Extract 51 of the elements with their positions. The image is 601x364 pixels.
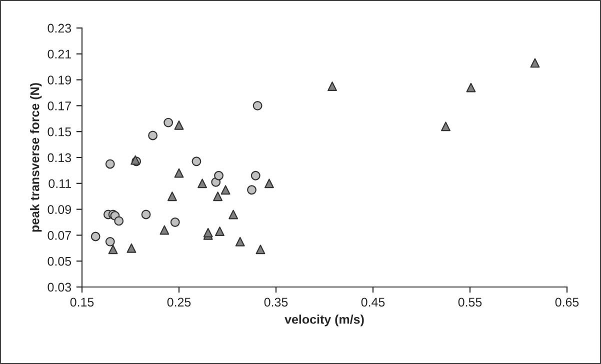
y-tick-label: 0.19 [48, 76, 71, 84]
point [167, 192, 177, 202]
point [252, 100, 262, 110]
point [126, 243, 136, 253]
y-tick-label: 0.11 [48, 179, 71, 188]
y-tick-label: 0.15 [48, 127, 72, 136]
point [215, 226, 224, 236]
point [466, 82, 476, 92]
point [213, 192, 223, 202]
point [148, 130, 158, 140]
y-tick-label: 0.07 [48, 231, 71, 240]
point [228, 210, 238, 220]
x-tick-label: 0.35 [264, 298, 288, 307]
y-tick-label: 0.13 [48, 153, 72, 162]
point [235, 236, 245, 246]
point [220, 185, 230, 195]
x-tick-label: 0.25 [167, 298, 191, 307]
point [264, 178, 274, 188]
point [105, 236, 115, 246]
point [141, 210, 151, 220]
y-tick-label: 0.03 [48, 282, 72, 292]
point [160, 225, 170, 235]
x-tick-label: 0.65 [555, 298, 579, 307]
point [105, 159, 115, 169]
point [247, 185, 256, 195]
y-tick-label: 0.05 [48, 256, 72, 266]
y-tick-label: 0.23 [48, 24, 72, 33]
point [114, 216, 124, 226]
x-tick-label: 0.45 [361, 298, 385, 307]
point [192, 156, 202, 166]
point [256, 244, 266, 254]
x-tick-label: 0.55 [458, 298, 482, 307]
point [164, 118, 174, 128]
point [530, 58, 540, 68]
y-axis-title: peak transverse force (N) [30, 83, 42, 232]
point [250, 170, 260, 180]
x-tick-label: 0.15 [70, 298, 94, 307]
y-tick-label: 0.17 [48, 102, 71, 110]
point [328, 82, 337, 91]
y-tick-label: 0.09 [48, 205, 71, 214]
point [174, 168, 184, 178]
y-tick-label: 0.21 [48, 50, 71, 59]
point [441, 122, 450, 132]
x-axis-title: velocity (m/s) [284, 314, 364, 326]
point [174, 120, 184, 130]
point [170, 218, 180, 227]
point [90, 232, 100, 242]
point [108, 244, 118, 254]
point [198, 178, 207, 188]
point [214, 170, 224, 180]
point [203, 228, 213, 238]
